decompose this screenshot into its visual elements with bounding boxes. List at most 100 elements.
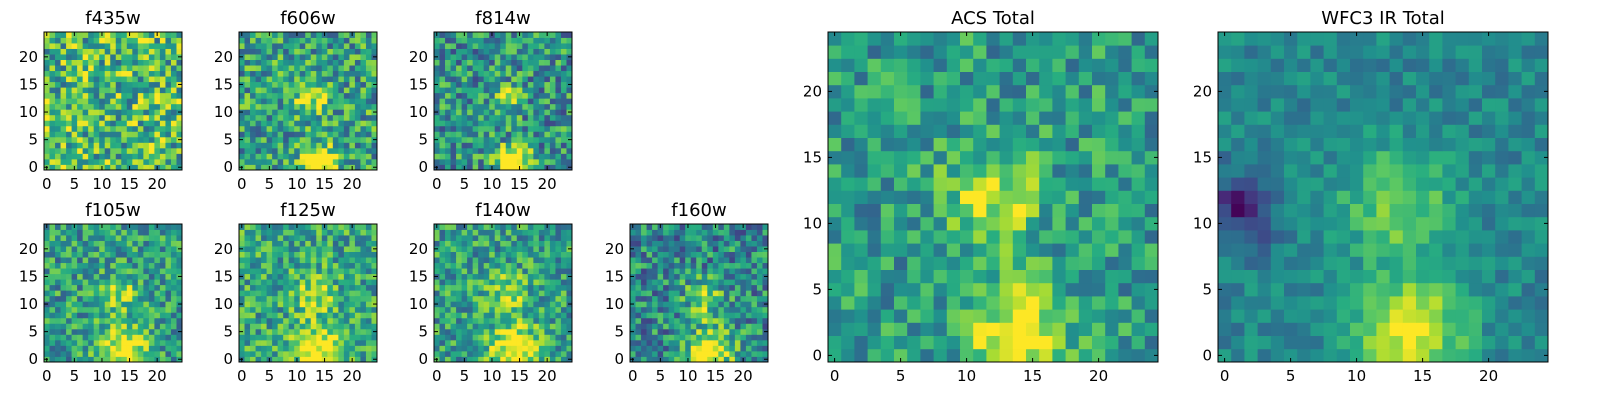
heatmap-cell xyxy=(933,230,948,244)
heatmap-cell xyxy=(483,142,490,149)
heatmap-cell xyxy=(170,224,177,230)
heatmap-cell xyxy=(494,131,501,138)
heatmap-cell xyxy=(560,43,567,49)
heatmap-cell xyxy=(663,251,670,258)
heatmap-cell xyxy=(137,339,144,346)
heatmap-cell xyxy=(321,81,328,88)
heatmap-cell xyxy=(999,164,1014,178)
heatmap-cell xyxy=(66,345,72,352)
heatmap-cell xyxy=(93,120,100,127)
heatmap-cell xyxy=(132,323,139,330)
heatmap-cell xyxy=(360,301,367,308)
heatmap-cell xyxy=(60,356,67,363)
heatmap-cell xyxy=(555,81,562,88)
heatmap-cell xyxy=(60,48,67,55)
heatmap-cell xyxy=(305,98,312,105)
heatmap-cell xyxy=(933,309,948,323)
heatmap-cell xyxy=(522,246,529,252)
heatmap-cell xyxy=(1105,243,1119,257)
heatmap-cell xyxy=(635,279,642,286)
heatmap-cell xyxy=(467,356,474,363)
heatmap-cell xyxy=(745,240,752,247)
heatmap-cell xyxy=(555,153,562,160)
heatmap-cell xyxy=(305,323,312,330)
heatmap-cell xyxy=(261,43,267,49)
heatmap-cell xyxy=(244,164,251,171)
heatmap-cell xyxy=(66,54,72,60)
heatmap-cell xyxy=(365,246,372,252)
heatmap-cell xyxy=(71,153,78,160)
heatmap-cell xyxy=(690,350,697,357)
heatmap-cell xyxy=(478,240,485,247)
heatmap-cell xyxy=(261,48,267,55)
heatmap-cell xyxy=(560,295,567,302)
heatmap-cell xyxy=(566,339,573,346)
heatmap-cell xyxy=(316,356,323,363)
heatmap-cell xyxy=(327,339,334,346)
heatmap-cell xyxy=(1078,256,1093,270)
heatmap-cell xyxy=(450,246,457,252)
heatmap-cell xyxy=(560,235,567,241)
heatmap-cell xyxy=(121,356,128,363)
heatmap-cell xyxy=(522,164,529,171)
heatmap-cell xyxy=(894,243,908,257)
heatmap-cell xyxy=(494,257,501,264)
heatmap-cell xyxy=(762,279,769,286)
heatmap-cell xyxy=(527,136,534,143)
heatmap-cell xyxy=(544,257,551,264)
heatmap-cell xyxy=(522,268,529,275)
heatmap-cell xyxy=(920,150,934,165)
heatmap-cell xyxy=(288,103,295,110)
heatmap-cell xyxy=(49,317,56,324)
heatmap-cell xyxy=(505,240,512,247)
heatmap-cell xyxy=(99,81,106,88)
heatmap-cell xyxy=(132,81,139,88)
heatmap-cell xyxy=(533,334,540,341)
heatmap-cell xyxy=(294,339,301,346)
heatmap-cell xyxy=(456,114,462,121)
heatmap-cell xyxy=(71,229,78,236)
heatmap-cell xyxy=(137,65,144,72)
y-tick-label: 0 xyxy=(418,350,428,368)
heatmap-cell xyxy=(99,345,106,352)
heatmap-cell xyxy=(439,59,446,66)
heatmap-cell xyxy=(646,339,653,346)
heatmap-cell xyxy=(165,339,172,346)
heatmap-cell xyxy=(478,43,485,49)
heatmap-cell xyxy=(277,262,284,269)
heatmap-cell xyxy=(255,65,262,72)
heatmap-cell xyxy=(685,306,692,313)
heatmap-cell xyxy=(244,306,251,313)
heatmap-cell xyxy=(555,350,562,357)
heatmap-cell xyxy=(266,48,273,55)
heatmap-cell xyxy=(707,273,714,280)
heatmap-cell xyxy=(143,120,150,127)
heatmap-cell xyxy=(354,235,361,241)
heatmap-cell xyxy=(132,240,139,247)
heatmap-cell xyxy=(55,273,61,280)
heatmap-cell xyxy=(360,48,367,55)
heatmap-cell xyxy=(49,81,56,88)
heatmap-cell xyxy=(305,317,312,324)
heatmap-cell xyxy=(250,92,256,99)
heatmap-cell xyxy=(104,153,111,160)
heatmap-cell xyxy=(126,54,133,60)
heatmap-cell xyxy=(365,114,372,121)
heatmap-cell xyxy=(1092,203,1106,218)
heatmap-cell xyxy=(707,317,714,324)
heatmap-cell xyxy=(434,262,440,269)
heatmap-cell xyxy=(549,312,556,319)
heatmap-cell xyxy=(533,268,540,275)
heatmap-cell xyxy=(266,65,273,72)
heatmap-cell xyxy=(143,312,150,319)
heatmap-cell xyxy=(946,282,961,297)
heatmap-cell xyxy=(511,262,518,269)
heatmap-cell xyxy=(239,345,245,352)
heatmap-cell xyxy=(154,37,161,44)
heatmap-cell xyxy=(250,235,256,241)
heatmap-cell xyxy=(266,246,273,252)
heatmap-cell xyxy=(472,125,479,132)
heatmap-cell xyxy=(762,262,769,269)
heatmap-cell xyxy=(756,350,763,357)
heatmap-cell xyxy=(250,103,256,110)
